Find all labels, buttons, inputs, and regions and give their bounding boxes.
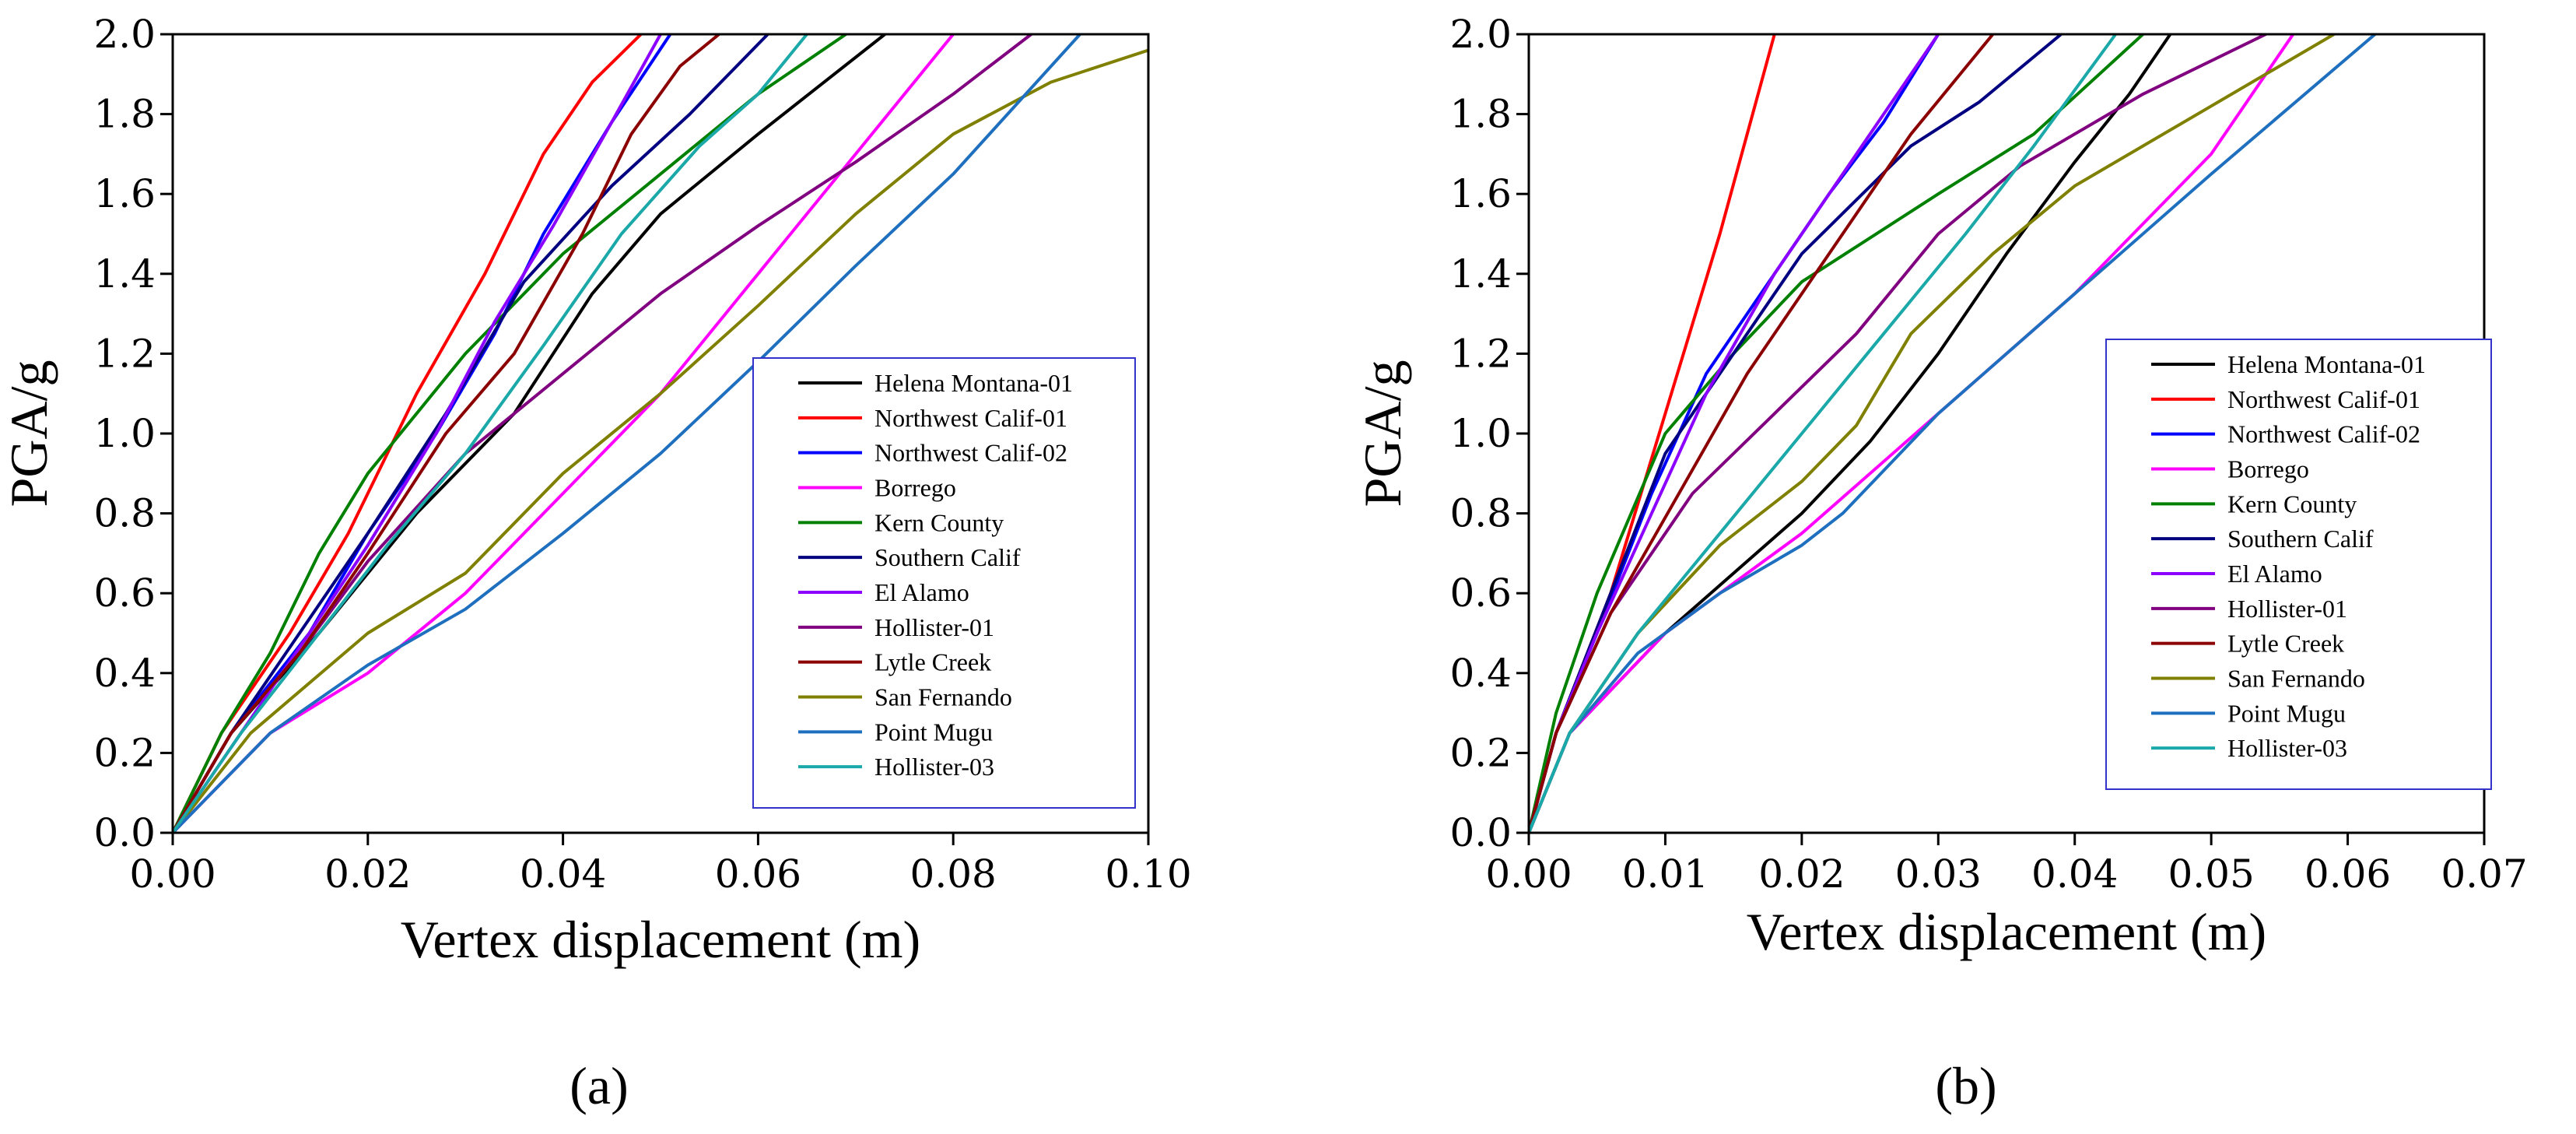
series-line-hollister-03	[173, 34, 808, 833]
x-tick-label: 0.02	[1758, 851, 1845, 897]
x-tick-label: 0.07	[2441, 851, 2527, 897]
series-line-northwest-calif-01	[173, 34, 643, 833]
legend-label: Hollister-03	[874, 753, 994, 781]
legend-label: Kern County	[2227, 490, 2357, 518]
legend-label: El Alamo	[2227, 560, 2322, 588]
y-tick-label: 1.0	[93, 411, 156, 456]
y-tick-label: 0.2	[1449, 730, 1512, 775]
series-line-lytle-creek	[1529, 34, 1995, 833]
legend-label: Borrego	[2227, 455, 2309, 483]
y-tick-label: 1.2	[1449, 331, 1512, 376]
x-tick-label: 0.06	[715, 851, 801, 897]
legend-label: Northwest Calif-01	[2227, 385, 2420, 413]
y-tick-label: 1.4	[1449, 251, 1512, 297]
y-tick-label: 2.0	[1449, 12, 1512, 57]
legend-label: Helena Montana-01	[874, 369, 1073, 397]
x-tick-label: 0.04	[2031, 851, 2118, 897]
legend-label: Northwest Calif-02	[874, 439, 1067, 467]
y-tick-label: 0.6	[93, 571, 156, 616]
x-tick-label: 0.05	[2168, 851, 2254, 897]
legend-label: Point Mugu	[2227, 699, 2346, 727]
y-tick-label: 1.0	[1449, 411, 1512, 456]
series-line-kern-county	[173, 34, 847, 833]
x-tick-label: 0.00	[129, 851, 216, 897]
y-tick-label: 0.0	[93, 810, 156, 855]
y-tick-label: 1.4	[93, 251, 156, 297]
y-tick-label: 0.4	[1449, 651, 1512, 696]
series-line-southern-calif	[173, 34, 769, 833]
series-line-hollister-03	[1529, 34, 2117, 833]
legend-label: San Fernando	[874, 683, 1012, 711]
legend: Helena Montana-01 Northwest Calif-01 North…	[752, 357, 1136, 809]
series-group	[173, 34, 1148, 833]
x-tick-label: 0.02	[324, 851, 411, 897]
chart-panel-a: 0.00 0.02 0.04 0.06 0.08 0.10 0.0 0.2 0.4 0.6 0.8 1…	[0, 12, 1192, 1115]
legend-label: Lytle Creek	[874, 648, 991, 676]
y-tick-label: 1.6	[93, 171, 156, 216]
series-line-point-mugu	[1529, 34, 2376, 833]
legend-label: Northwest Calif-01	[874, 404, 1067, 432]
y-axis-title: PGA/g	[1353, 360, 1412, 507]
x-tick-label: 0.10	[1105, 851, 1191, 897]
x-tick-label: 0.03	[1895, 851, 1982, 897]
y-tick-label: 2.0	[93, 12, 156, 57]
x-tick-label: 0.06	[2304, 851, 2391, 897]
x-tick-label: 0.01	[1622, 851, 1709, 897]
legend-label: El Alamo	[874, 578, 969, 606]
series-line-southern-calif	[1529, 34, 2063, 833]
chart-panel-b: 0.00 0.01 0.02 0.03 0.04 0.05 0.06 0.07 0.0 0.2 0.…	[1353, 12, 2528, 1115]
y-tick-label: 1.8	[1449, 92, 1512, 137]
series-line-san-fernando	[173, 48, 1148, 833]
y-tick-label: 1.6	[1449, 171, 1512, 216]
legend-label: Hollister-01	[2227, 595, 2347, 623]
legend-label: Borrego	[874, 474, 956, 502]
panel-label: (b)	[1935, 1056, 1996, 1115]
legend-label: Northwest Calif-02	[2227, 420, 2420, 448]
y-tick-label: 1.8	[93, 92, 156, 137]
x-tick-label: 0.04	[520, 851, 606, 897]
legend-label: Helena Montana-01	[2227, 350, 2426, 378]
series-group	[1529, 34, 2376, 833]
x-axis-title: Vertex displacement (m)	[1747, 902, 2266, 961]
y-tick-label: 1.2	[93, 331, 156, 376]
y-tick-label: 0.6	[1449, 571, 1512, 616]
legend-label: Kern County	[874, 508, 1004, 536]
y-tick-label: 0.4	[93, 651, 156, 696]
legend-label: Hollister-03	[2227, 734, 2347, 762]
legend-label: Point Mugu	[874, 718, 993, 746]
legend-label: San Fernando	[2227, 665, 2365, 693]
series-line-point-mugu	[173, 34, 1081, 833]
y-tick-label: 0.8	[1449, 491, 1512, 536]
series-line-borrego	[173, 34, 955, 833]
legend-label: Lytle Creek	[2227, 630, 2344, 658]
x-tick-label: 0.00	[1485, 851, 1572, 897]
x-tick-label: 0.08	[910, 851, 997, 897]
x-axis-title: Vertex displacement (m)	[401, 910, 920, 969]
legend-label: Southern Calif	[2227, 525, 2374, 553]
y-tick-label: 0.8	[93, 491, 156, 536]
legend: Helena Montana-01 Northwest Calif-01 North…	[2105, 339, 2492, 790]
series-line-lytle-creek	[173, 34, 720, 833]
panel-label: (a)	[570, 1056, 628, 1115]
legend-label: Southern Calif	[874, 543, 1021, 571]
y-axis-title: PGA/g	[0, 360, 58, 507]
y-tick-label: 0.2	[93, 730, 156, 775]
y-tick-label: 0.0	[1449, 810, 1512, 855]
legend-label: Hollister-01	[874, 613, 994, 641]
series-line-el-alamo	[173, 34, 662, 833]
series-line-kern-county	[1529, 34, 2144, 833]
